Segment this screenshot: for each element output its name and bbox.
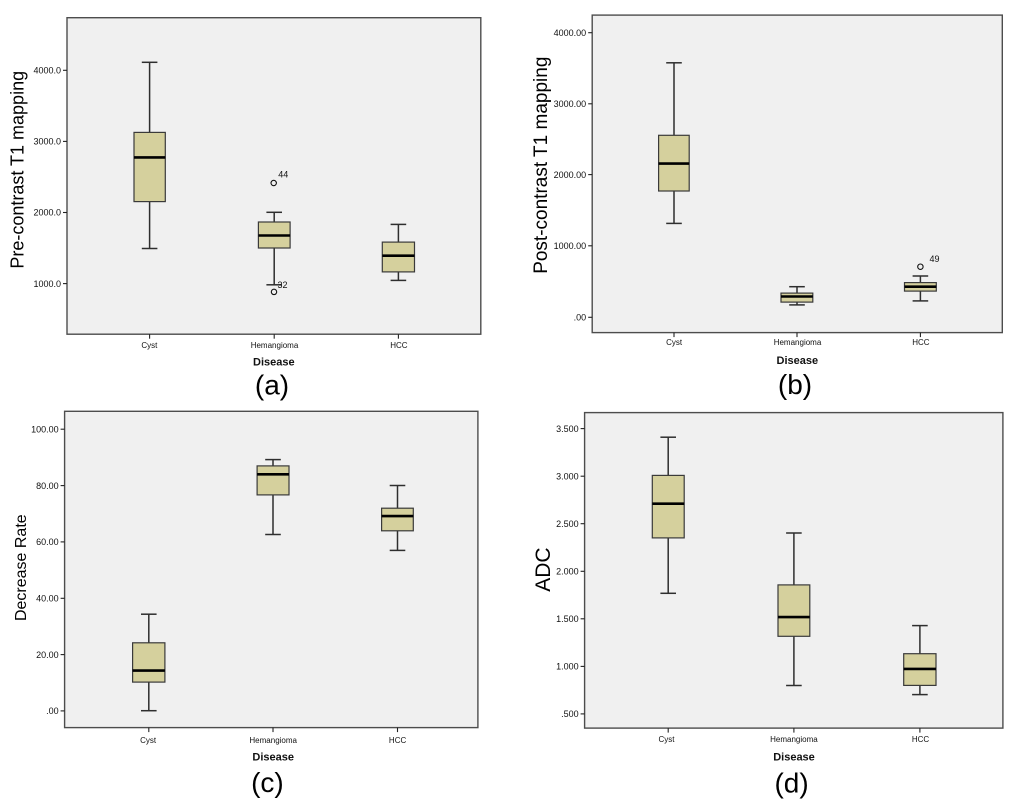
svg-text:Hemangioma: Hemangioma (774, 338, 822, 347)
svg-text:Hemangioma: Hemangioma (249, 736, 297, 745)
svg-text:ADC: ADC (532, 547, 555, 591)
svg-text:Post-contrast T1 mapping: Post-contrast T1 mapping (531, 57, 552, 274)
svg-text:2.000: 2.000 (556, 567, 579, 577)
svg-text:Decrease Rate: Decrease Rate (13, 514, 30, 621)
svg-text:2000.0: 2000.0 (33, 208, 61, 218)
svg-text:20.00: 20.00 (36, 650, 59, 660)
svg-text:Disease: Disease (252, 752, 294, 764)
svg-text:Disease: Disease (253, 357, 295, 369)
svg-text:1.000: 1.000 (556, 662, 579, 672)
svg-text:HCC: HCC (390, 341, 408, 350)
svg-text:80.00: 80.00 (36, 481, 59, 491)
svg-text:(a): (a) (255, 370, 289, 401)
svg-text:Hemangioma: Hemangioma (770, 735, 818, 744)
svg-text:32: 32 (278, 280, 288, 290)
svg-text:Cyst: Cyst (659, 735, 676, 744)
svg-text:3000.00: 3000.00 (554, 99, 587, 109)
svg-text:(d): (d) (774, 768, 808, 799)
svg-text:44: 44 (278, 170, 288, 180)
svg-text:.500: .500 (561, 709, 579, 719)
svg-text:Pre-contrast T1 mapping: Pre-contrast T1 mapping (8, 71, 28, 269)
svg-text:HCC: HCC (389, 736, 407, 745)
svg-text:4000.0: 4000.0 (33, 66, 61, 76)
svg-text:Disease: Disease (773, 752, 815, 764)
svg-text:HCC: HCC (912, 735, 930, 744)
svg-text:(c): (c) (251, 767, 284, 798)
svg-text:4000.00: 4000.00 (554, 28, 587, 38)
svg-text:.00: .00 (574, 313, 587, 323)
svg-text:40.00: 40.00 (36, 594, 59, 604)
svg-text:Disease: Disease (777, 355, 819, 367)
svg-text:(b): (b) (778, 369, 812, 400)
svg-text:2.500: 2.500 (556, 519, 579, 529)
svg-text:100.00: 100.00 (31, 424, 59, 434)
svg-text:Cyst: Cyst (141, 341, 158, 350)
svg-text:1.500: 1.500 (556, 614, 579, 624)
svg-text:HCC: HCC (912, 338, 930, 347)
svg-text:Hemangioma: Hemangioma (251, 341, 299, 350)
svg-text:Cyst: Cyst (140, 736, 157, 745)
svg-text:49: 49 (930, 254, 940, 264)
svg-text:.00: .00 (46, 706, 59, 716)
svg-text:1000.00: 1000.00 (554, 241, 587, 251)
svg-text:60.00: 60.00 (36, 537, 59, 547)
svg-text:2000.00: 2000.00 (554, 170, 587, 180)
svg-text:3000.0: 3000.0 (33, 137, 61, 147)
svg-text:1000.0: 1000.0 (33, 279, 61, 289)
svg-text:3.500: 3.500 (556, 424, 579, 434)
svg-text:Cyst: Cyst (666, 338, 683, 347)
svg-text:3.000: 3.000 (556, 471, 579, 481)
